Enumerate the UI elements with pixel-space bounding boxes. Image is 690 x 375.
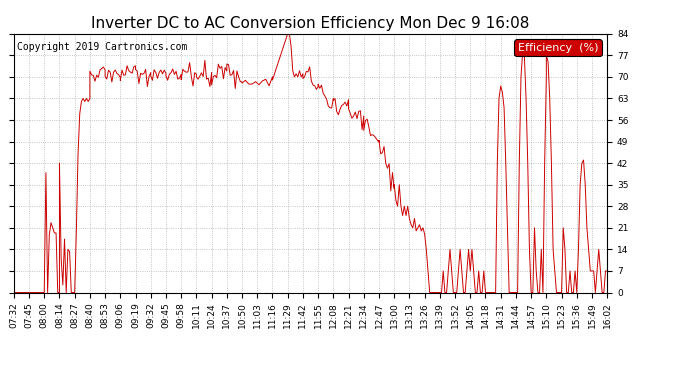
Text: Copyright 2019 Cartronics.com: Copyright 2019 Cartronics.com	[17, 42, 187, 51]
Title: Inverter DC to AC Conversion Efficiency Mon Dec 9 16:08: Inverter DC to AC Conversion Efficiency …	[91, 16, 530, 31]
Legend: Efficiency  (%): Efficiency (%)	[515, 39, 602, 56]
